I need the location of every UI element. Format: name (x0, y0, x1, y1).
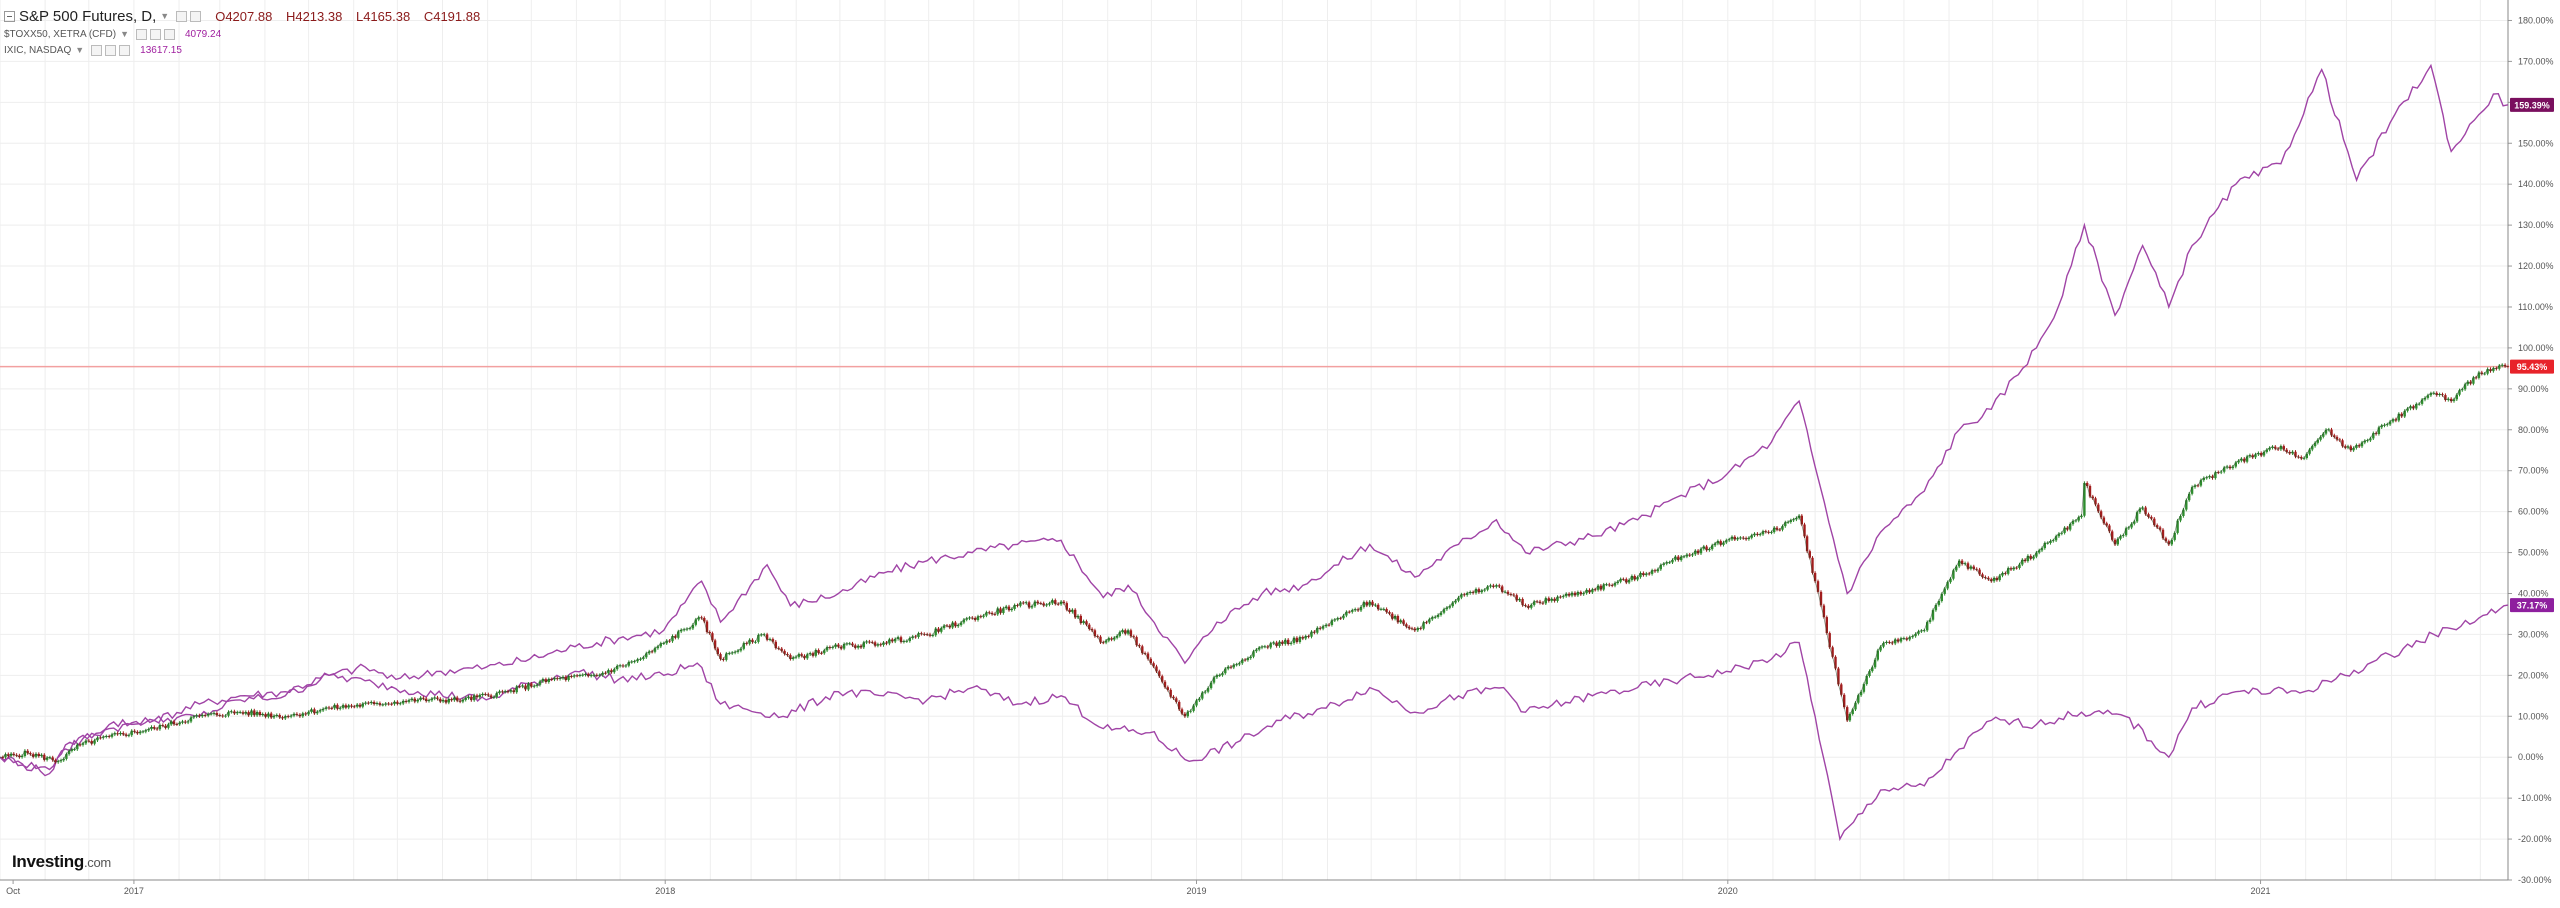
chevron-down-icon[interactable]: ▼ (75, 45, 84, 55)
y-tick-label: 150.00% (2518, 138, 2554, 148)
y-tick-label: 110.00% (2518, 302, 2553, 312)
y-tick-label: 130.00% (2518, 220, 2554, 230)
y-tick-label: 140.00% (2518, 179, 2554, 189)
settings-icon[interactable] (136, 29, 147, 40)
value-badge-label: 95.43% (2517, 362, 2548, 372)
y-tick-label: -30.00% (2518, 875, 2552, 885)
y-tick-label: 180.00% (2518, 15, 2554, 25)
hide-icon[interactable] (150, 29, 161, 40)
y-tick-label: 60.00% (2518, 507, 2549, 517)
legend-main-row[interactable]: S&P 500 Futures, D, ▼ O4207.88 H4213.38 … (4, 6, 490, 26)
y-tick-label: 170.00% (2518, 56, 2554, 66)
chevron-down-icon[interactable]: ▼ (120, 29, 129, 39)
logo-brand: Investing (12, 852, 84, 871)
x-tick-label: 2017 (124, 886, 144, 896)
overlay-value-nasdaq: 13617.15 (140, 45, 182, 56)
x-tick-label: Oct (6, 886, 21, 896)
x-tick-label: 2020 (1718, 886, 1738, 896)
close-icon[interactable] (164, 29, 175, 40)
y-tick-label: 90.00% (2518, 384, 2549, 394)
y-tick-label: 30.00% (2518, 629, 2549, 639)
y-tick-label: 10.00% (2518, 711, 2549, 721)
chevron-down-icon[interactable]: ▼ (160, 11, 169, 21)
y-tick-label: 50.00% (2518, 548, 2549, 558)
candle-body (1823, 606, 1825, 618)
y-tick-label: 20.00% (2518, 670, 2549, 680)
y-tick-label: 40.00% (2518, 588, 2549, 598)
settings-icon[interactable] (91, 45, 102, 56)
y-tick-label: -10.00% (2518, 793, 2552, 803)
investing-logo[interactable]: Investing.com (12, 852, 111, 872)
candle-body (2083, 483, 2085, 516)
low-value: L4165.38 (356, 9, 410, 24)
legend-overlay-row-stoxx[interactable]: $TOXX50, XETRA (CFD) ▼ 4079.24 (4, 26, 490, 42)
collapse-icon[interactable] (4, 11, 15, 22)
close-value: C4191.88 (424, 9, 480, 24)
legend-overlay-row-nasdaq[interactable]: IXIC, NASDAQ ▼ 13617.15 (4, 42, 490, 58)
overlay-value-stoxx: 4079.24 (185, 29, 221, 40)
y-tick-label: 70.00% (2518, 466, 2549, 476)
settings-icon[interactable] (176, 11, 187, 22)
hide-icon[interactable] (105, 45, 116, 56)
x-tick-label: 2019 (1186, 886, 1206, 896)
value-badge-label: 37.17% (2517, 601, 2548, 611)
logo-suffix: .com (84, 855, 111, 870)
ohlc-values: O4207.88 H4213.38 L4165.38 C4191.88 (215, 9, 490, 24)
close-icon[interactable] (119, 45, 130, 56)
y-tick-label: -20.00% (2518, 834, 2552, 844)
overlay-symbol-stoxx[interactable]: $TOXX50, XETRA (CFD) (4, 29, 116, 40)
x-tick-label: 2021 (2251, 886, 2271, 896)
y-tick-label: 100.00% (2518, 343, 2554, 353)
y-tick-label: 80.00% (2518, 425, 2549, 435)
candle-body (2089, 486, 2091, 497)
candle-body (2136, 512, 2138, 521)
x-tick-label: 2018 (655, 886, 675, 896)
y-tick-label: 120.00% (2518, 261, 2554, 271)
chart-legend: S&P 500 Futures, D, ▼ O4207.88 H4213.38 … (4, 6, 490, 58)
high-value: H4213.38 (286, 9, 342, 24)
overlay-symbol-nasdaq[interactable]: IXIC, NASDAQ (4, 45, 71, 56)
open-value: O4207.88 (215, 9, 272, 24)
value-badge-label: 159.39% (2514, 100, 2550, 110)
y-tick-label: 0.00% (2518, 752, 2544, 762)
main-symbol[interactable]: S&P 500 Futures, D, (19, 8, 156, 25)
hide-icon[interactable] (190, 11, 201, 22)
